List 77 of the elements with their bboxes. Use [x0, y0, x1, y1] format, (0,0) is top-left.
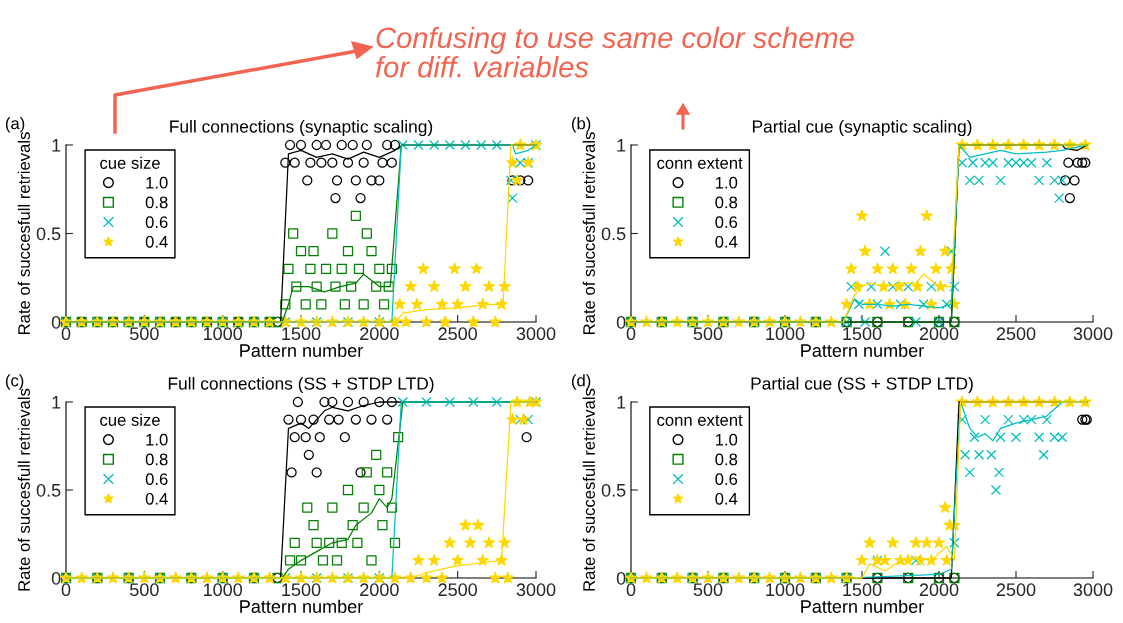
x-tick-label: 1000 — [203, 583, 243, 597]
x-tick-label: 500 — [129, 583, 159, 597]
x-tick-label: 3000 — [1073, 327, 1113, 341]
x-tick-label: 1000 — [203, 327, 243, 341]
legend-title: cue size — [100, 413, 160, 426]
y-tick-label: 0.5 — [36, 227, 61, 241]
x-tick-label: 0 — [626, 583, 636, 597]
legend-label: 0.8 — [715, 196, 738, 209]
y-tick-label: 0 — [51, 571, 61, 585]
legend-title: conn extent — [657, 414, 743, 426]
x-tick-label: 2000 — [360, 327, 399, 341]
text: (a) — [5, 117, 25, 133]
x-tick-label: 1000 — [766, 583, 805, 597]
text: (c) — [5, 374, 24, 390]
x-tick-label: 500 — [693, 583, 723, 597]
x-tick-label: 3000 — [516, 327, 556, 341]
legend-label: 0.8 — [145, 453, 168, 466]
legend-label: 0.6 — [145, 473, 168, 486]
x-tick-label: 1500 — [282, 327, 321, 341]
legend-label: 0.4 — [145, 235, 168, 248]
legend-title: conn extent — [657, 157, 743, 169]
x-tick-label: 1000 — [766, 327, 805, 341]
x-tick-label: 500 — [129, 327, 159, 341]
legend-label: 0.4 — [715, 492, 738, 505]
x-tick-label: 3000 — [516, 583, 556, 597]
x-tick-label: 0 — [61, 327, 71, 341]
y-axis-title: Rate of succesfull retrievals — [17, 388, 30, 591]
x-tick-label: 0 — [61, 583, 71, 597]
x-axis-title: Pattern number — [240, 599, 363, 613]
chart-title: Partial cue (SS + STDP LTD) — [751, 376, 973, 394]
x-axis-title: Pattern number — [801, 343, 924, 357]
x-axis-title: Pattern number — [801, 599, 924, 613]
x-tick-label: 2500 — [996, 583, 1036, 597]
text: (d) — [571, 374, 591, 390]
y-tick-label: 1 — [52, 396, 61, 409]
legend-label: 0.6 — [715, 473, 738, 486]
y-axis-title: Rate of succesfull retrievals — [582, 132, 595, 335]
x-tick-label: 1500 — [282, 583, 321, 597]
legend-label: 0.8 — [715, 453, 738, 466]
x-tick-label: 500 — [693, 327, 723, 341]
x-tick-label: 0 — [626, 327, 636, 341]
x-tick-label: 1500 — [843, 327, 882, 341]
y-tick-label: 1 — [52, 139, 61, 152]
y-tick-label: 1 — [617, 139, 626, 152]
legend-label: 0.8 — [145, 196, 168, 209]
chart-title: Full connections (SS + STDP LTD) — [168, 376, 434, 394]
y-tick-label: 0 — [51, 315, 61, 329]
x-tick-label: 2500 — [438, 327, 478, 341]
chart-title: Full connections (synaptic scaling) — [170, 119, 433, 137]
legend-label: 1.0 — [146, 433, 168, 446]
x-tick-label: 3000 — [1073, 583, 1113, 597]
y-tick-label: 0.5 — [601, 227, 626, 241]
chart-title: Partial cue (synaptic scaling) — [752, 119, 972, 137]
x-tick-label: 2000 — [919, 327, 959, 341]
text: (b) — [571, 117, 591, 133]
legend-title: cue size — [100, 156, 160, 169]
legend-label: 0.6 — [715, 216, 738, 229]
y-tick-label: 0 — [616, 315, 626, 329]
x-tick-label: 2000 — [360, 583, 399, 597]
y-axis-title: Rate of succesfull retrievals — [17, 132, 30, 335]
legend-label: 1.0 — [715, 433, 738, 446]
y-axis-title: Rate of succesfull retrievals — [582, 388, 595, 591]
y-tick-label: 0 — [616, 571, 626, 585]
x-tick-label: 1500 — [843, 583, 882, 597]
x-tick-label: 2000 — [919, 583, 959, 597]
y-tick-label: 1 — [617, 396, 626, 409]
legend-label: 1.0 — [146, 176, 168, 189]
x-tick-label: 2500 — [438, 583, 478, 597]
y-tick-label: 0.5 — [36, 483, 61, 497]
x-tick-label: 2500 — [996, 327, 1036, 341]
legend-label: 1.0 — [715, 176, 738, 189]
legend-label: 0.4 — [145, 492, 168, 505]
legend-label: 0.4 — [715, 235, 738, 248]
x-axis-title: Pattern number — [240, 343, 363, 357]
y-tick-label: 0.5 — [601, 483, 626, 497]
legend-label: 0.6 — [145, 216, 168, 229]
text: Confusing to use same color scheme for diff. variables — [375, 26, 854, 78]
